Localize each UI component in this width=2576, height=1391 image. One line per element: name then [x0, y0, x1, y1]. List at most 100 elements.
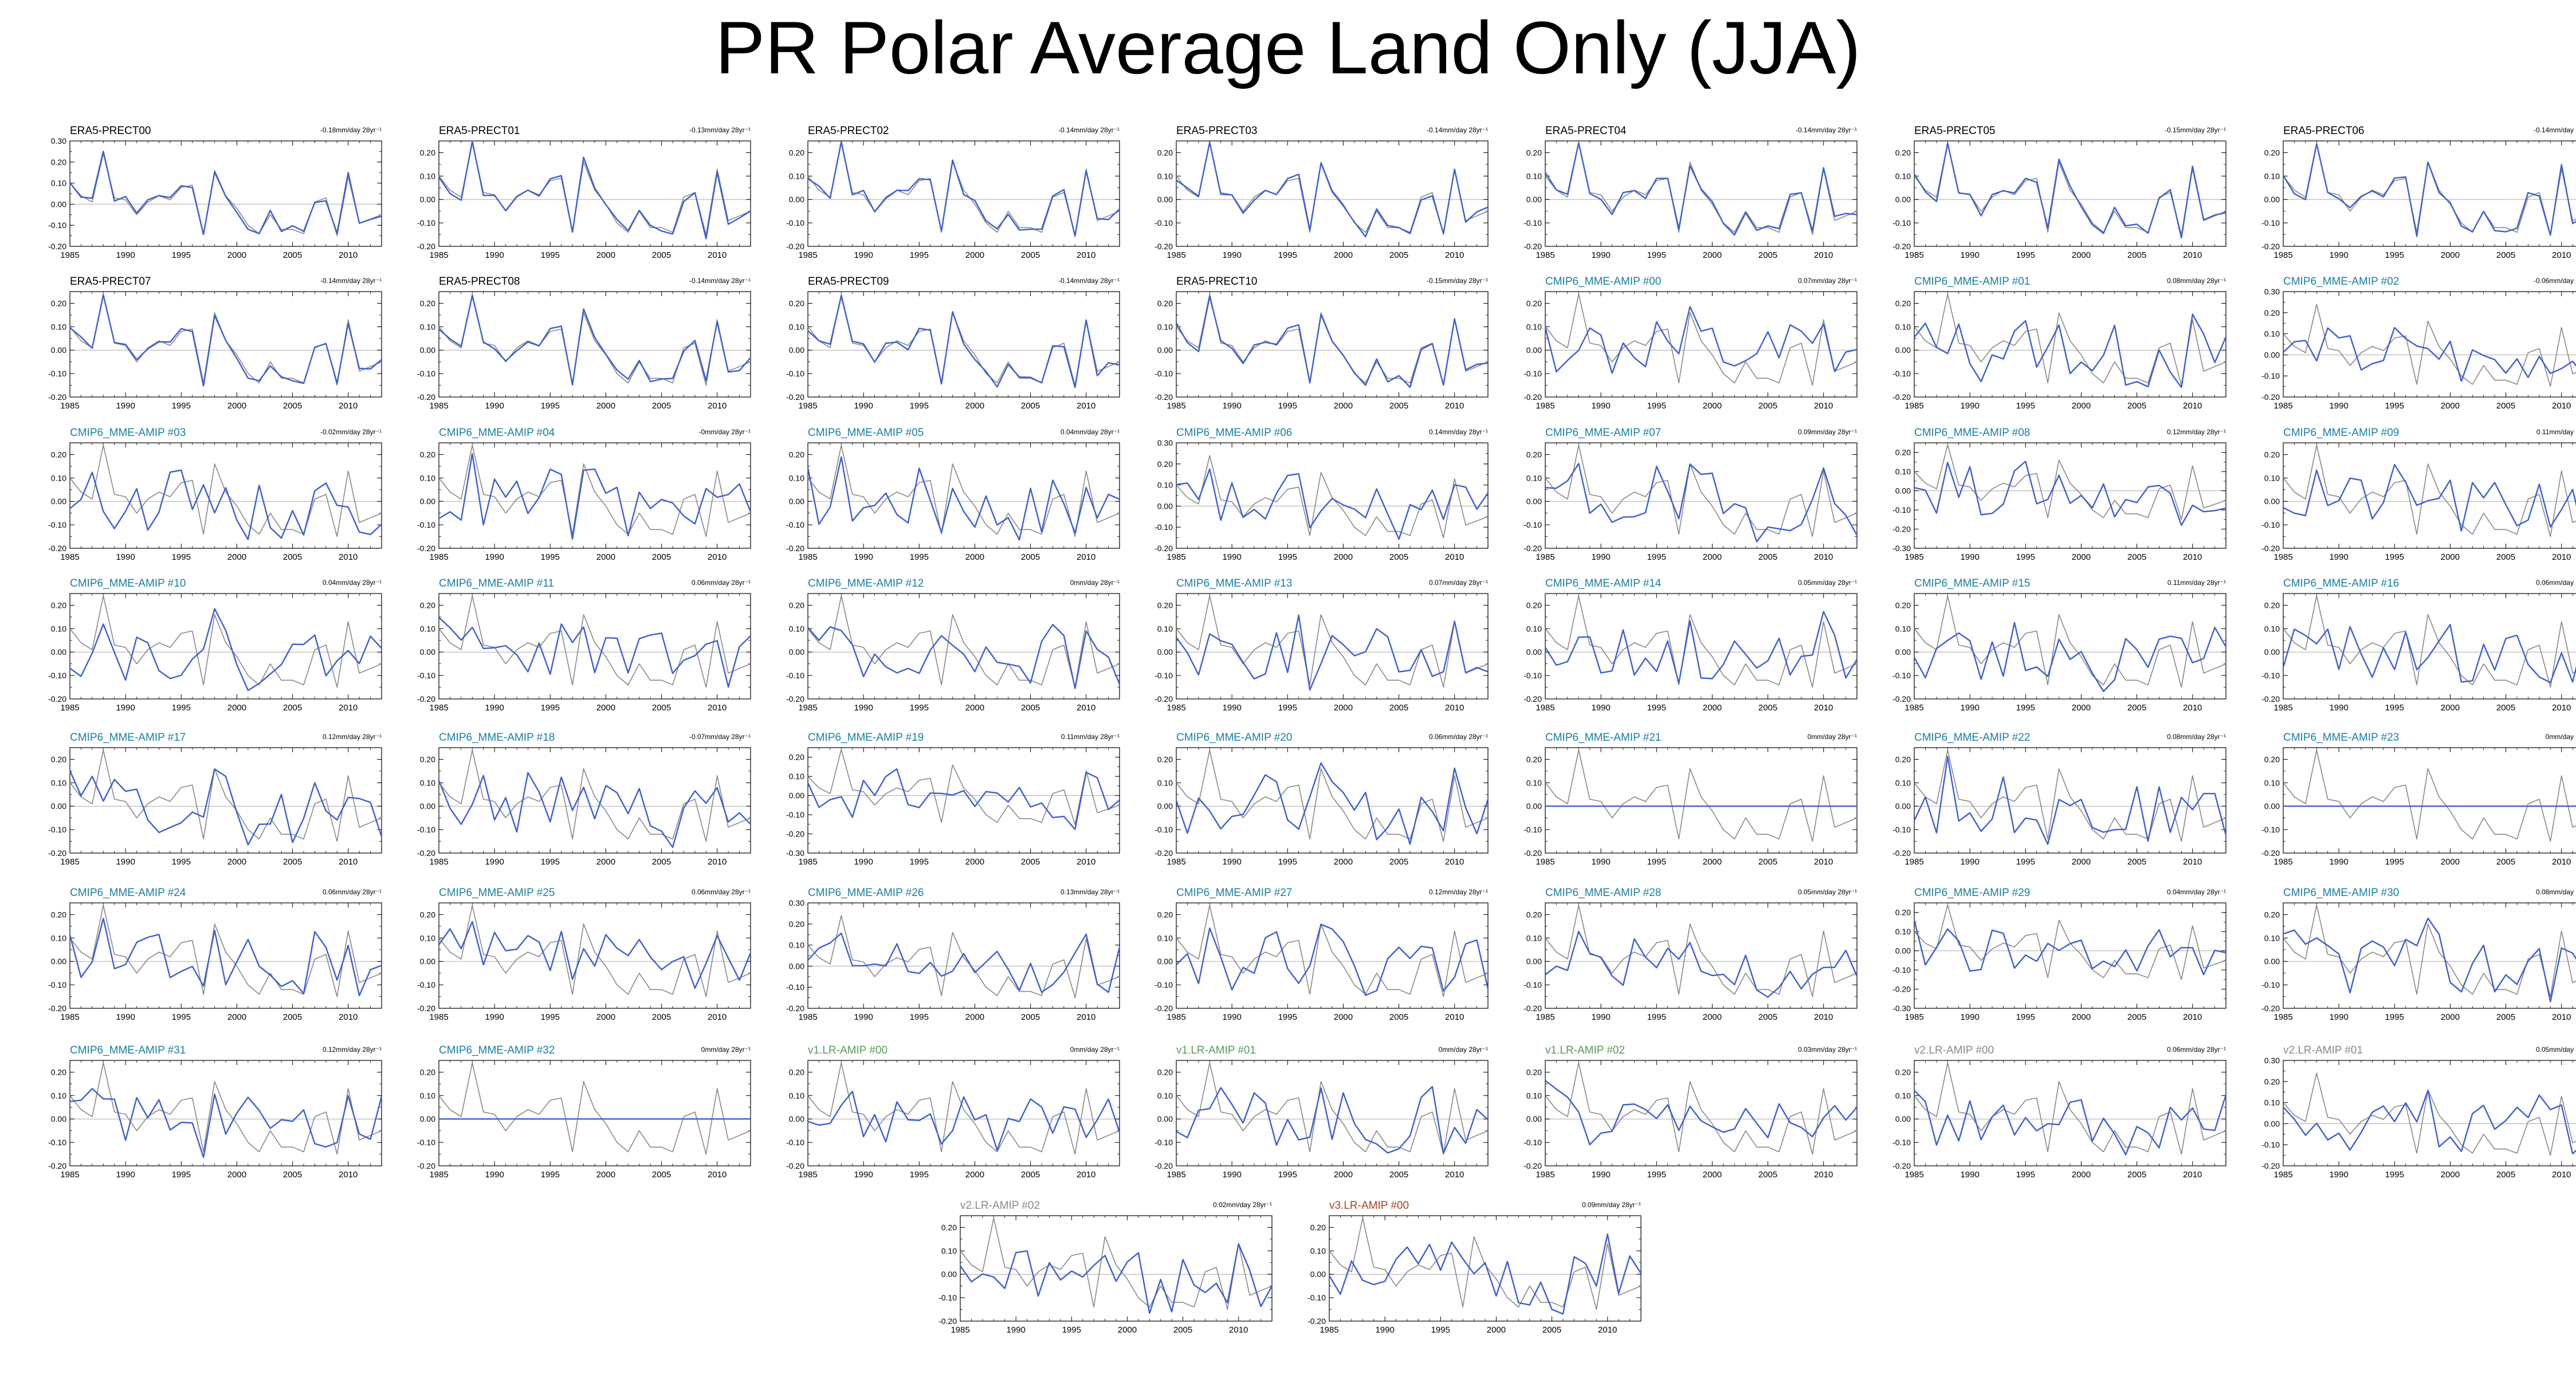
x-tick-label: 2010 — [2183, 1012, 2202, 1022]
x-tick-label: 1995 — [910, 1012, 929, 1022]
y-tick-label: 0.10 — [1526, 322, 1542, 331]
x-tick-label: 1990 — [116, 1170, 135, 1180]
x-tick-label: 1995 — [2016, 401, 2035, 411]
observation-series-line — [2283, 445, 2576, 537]
panel-title: ERA5-PRECT04 — [1545, 125, 1627, 137]
observation-series-line — [2283, 905, 2576, 997]
y-tick-label: 0.10 — [420, 171, 435, 180]
model-series-line — [1545, 930, 1858, 998]
y-tick-label: 0.10 — [789, 941, 804, 950]
x-tick-label: 1995 — [1278, 250, 1297, 260]
plot-frame — [1176, 747, 1489, 854]
x-tick-label: 2005 — [2127, 250, 2146, 260]
y-tick-label: -0.10 — [2261, 980, 2280, 989]
x-tick-label: 2010 — [339, 250, 358, 260]
y-tick-label: 0.00 — [51, 801, 66, 811]
panel-trend-label: 0.05mm/day 28yr⁻¹ — [1797, 579, 1857, 587]
x-tick-label: 1995 — [2385, 1012, 2404, 1022]
subplot-panel: CMIP6_MME-AMIP #32 0mm/day 28yr⁻¹ 0.20 0.10… — [408, 1044, 769, 1186]
x-tick-label: 2010 — [339, 401, 358, 411]
y-tick-label: 0.10 — [1526, 778, 1542, 787]
panel-title: CMIP6_MME-AMIP #30 — [2283, 887, 2400, 899]
x-tick-label: 2010 — [339, 703, 358, 713]
y-tick-label: 0.00 — [1157, 345, 1173, 355]
y-tick-label: -0.20 — [786, 544, 804, 553]
x-tick-label: 2000 — [2441, 1012, 2460, 1022]
y-tick-label: 0.20 — [420, 910, 435, 919]
x-tick-label: 1990 — [116, 401, 135, 411]
panel-title: CMIP6_MME-AMIP #20 — [1176, 732, 1293, 744]
x-tick-label: 1990 — [1222, 250, 1241, 260]
x-tick-label: 1995 — [1278, 1012, 1297, 1022]
y-tick-label: 0.20 — [420, 450, 435, 459]
observation-series-line — [438, 1062, 751, 1155]
y-tick-label: -0.10 — [417, 520, 435, 529]
plot-frame — [438, 291, 751, 398]
panel-title: CMIP6_MME-AMIP #14 — [1545, 577, 1662, 590]
x-tick-label: 1985 — [1167, 1170, 1185, 1180]
x-tick-label: 2000 — [2441, 857, 2460, 867]
y-tick-label: -0.10 — [786, 810, 804, 819]
plot-frame — [1176, 902, 1489, 1009]
x-tick-label: 2000 — [227, 552, 246, 562]
x-tick-label: 2000 — [1703, 250, 1722, 260]
x-tick-label: 1985 — [1536, 250, 1554, 260]
x-tick-label: 2005 — [283, 401, 302, 411]
model-series-line — [2283, 327, 2576, 382]
y-tick-label: -0.10 — [2261, 825, 2280, 834]
x-tick-label: 1990 — [854, 857, 873, 867]
y-tick-label: -0.30 — [1892, 1004, 1911, 1013]
x-tick-label: 2000 — [965, 703, 984, 713]
x-tick-label: 1990 — [485, 1012, 504, 1022]
subplot-panel: ERA5-PRECT05 -0.15mm/day 28yr⁻¹ 0.20 0.10 0.… — [1883, 125, 2244, 267]
x-tick-label: 2000 — [1334, 703, 1353, 713]
figure-title: PR Polar Average Land Only (JJA) — [715, 6, 1861, 89]
y-tick-label: 0.10 — [51, 322, 66, 331]
y-tick-label: 0.20 — [51, 158, 66, 167]
x-tick-label: 2005 — [1389, 1170, 1408, 1180]
x-tick-label: 2010 — [1445, 552, 1464, 562]
subplot-panel: CMIP6_MME-AMIP #00 0.07mm/day 28yr⁻¹ 0.20 0… — [1514, 276, 1875, 418]
panel-trend-label: 0.05mm/day 28yr⁻¹ — [1797, 888, 1857, 896]
y-tick-label: 0.20 — [1157, 148, 1173, 157]
x-tick-label: 1990 — [485, 703, 504, 713]
y-tick-label: 0.00 — [1895, 486, 1911, 496]
x-tick-label: 2000 — [596, 857, 615, 867]
y-tick-label: 0.30 — [1157, 438, 1173, 447]
y-tick-label: 0.00 — [2264, 957, 2280, 966]
x-tick-label: 1985 — [429, 857, 448, 867]
x-tick-label: 1990 — [2329, 703, 2348, 713]
y-tick-label: 0.10 — [2264, 624, 2280, 633]
x-tick-label: 1995 — [2385, 552, 2404, 562]
subplot-panel: v1.LR-AMIP #02 0.03mm/day 28yr⁻¹ 0.20 0.10 0… — [1514, 1044, 1875, 1186]
x-tick-label: 1995 — [172, 552, 191, 562]
y-tick-label: -0.20 — [1892, 848, 1911, 858]
y-tick-label: -0.10 — [2261, 520, 2280, 529]
x-tick-label: 1985 — [1904, 552, 1923, 562]
x-tick-label: 2000 — [227, 250, 246, 260]
x-tick-label: 1995 — [1647, 250, 1666, 260]
y-tick-label: -0.20 — [2261, 242, 2280, 251]
y-tick-label: -0.20 — [1523, 848, 1542, 858]
y-tick-label: -0.20 — [48, 1004, 66, 1013]
plot-frame — [69, 291, 382, 398]
y-tick-label: 0.10 — [1526, 171, 1542, 180]
x-tick-label: 2010 — [1077, 401, 1095, 411]
subplot-panel: CMIP6_MME-AMIP #12 0mm/day 28yr⁻¹ 0.20 0.10… — [777, 577, 1138, 720]
subplot-panel: CMIP6_MME-AMIP #27 0.12mm/day 28yr⁻¹ 0.20 0… — [1145, 887, 1506, 1029]
y-tick-label: 0.20 — [789, 298, 804, 308]
y-tick-label: 0.10 — [2264, 473, 2280, 482]
model-series-line — [1176, 614, 1489, 691]
model-series-line — [438, 453, 752, 540]
x-tick-label: 2005 — [1021, 401, 1040, 411]
